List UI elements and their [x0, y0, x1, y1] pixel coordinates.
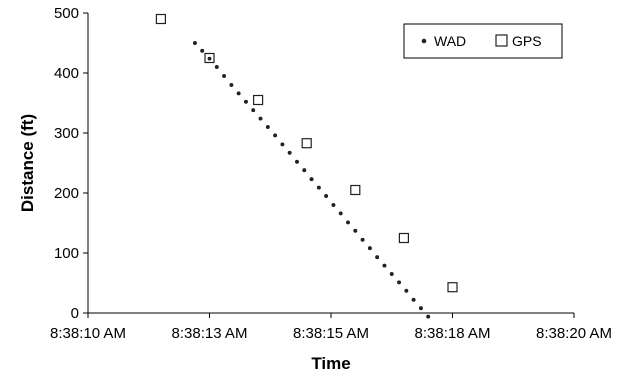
wad-point: [295, 159, 299, 164]
wad-point: [324, 194, 329, 198]
wad-point: [346, 220, 350, 225]
gps-point: [253, 94, 264, 106]
legend-box: [403, 23, 563, 59]
wad-point: [222, 74, 226, 78]
gps-point: [350, 184, 361, 196]
wad-point: [375, 255, 380, 260]
x-tick-label: 8:38:10 AM: [50, 325, 126, 342]
y-tick-label: 200: [54, 185, 79, 202]
wad-point: [214, 65, 219, 69]
wad-point: [193, 41, 197, 45]
wad-point: [426, 314, 431, 319]
wad-point: [367, 246, 372, 251]
wad-point: [353, 228, 358, 233]
gps-point: [447, 282, 458, 293]
wad-point: [382, 263, 387, 268]
x-tick-label: 8:38:15 AM: [293, 325, 369, 342]
wad-point: [200, 48, 205, 53]
legend-wad-marker: [421, 38, 427, 44]
legend-gps-marker: [495, 34, 508, 47]
y-axis-title: Distance (ft): [18, 114, 37, 212]
wad-point: [360, 237, 365, 242]
wad-point: [207, 56, 212, 61]
wad-point: [404, 288, 409, 293]
wad-point: [331, 203, 336, 207]
wad-point: [251, 108, 256, 113]
wad-point: [397, 280, 401, 285]
y-axis-ticks: 0 100 200 300 400 500: [54, 5, 88, 322]
y-tick-label: 100: [54, 245, 79, 262]
wad-point: [411, 297, 416, 302]
wad-point: [302, 168, 307, 173]
x-tick-label: 8:38:13 AM: [172, 325, 248, 342]
wad-point: [338, 211, 343, 216]
gps-point: [301, 138, 312, 149]
x-tick-label: 8:38:20 AM: [536, 325, 612, 342]
y-tick-label: 400: [54, 65, 79, 82]
legend-gps-label: GPS: [512, 33, 542, 49]
legend-wad-label: WAD: [434, 33, 466, 49]
wad-point: [236, 91, 241, 96]
wad-point: [280, 142, 285, 147]
wad-point: [273, 133, 278, 138]
wad-point: [419, 306, 423, 311]
x-axis-title: Time: [311, 354, 350, 373]
x-tick-label: 8:38:18 AM: [415, 325, 491, 342]
y-tick-label: 300: [54, 125, 79, 142]
data-marks: [155, 13, 458, 319]
wad-point: [265, 125, 270, 129]
wad-point: [258, 116, 263, 121]
x-axis-ticks: 8:38:10 AM 8:38:13 AM 8:38:15 AM 8:38:18 AM…: [50, 313, 612, 342]
gps-point: [398, 232, 409, 244]
wad-point: [244, 99, 248, 104]
wad-point: [389, 272, 394, 276]
wad-point: [309, 177, 314, 182]
legend: WAD GPS: [403, 23, 563, 59]
wad-point: [316, 185, 321, 190]
gps-point: [155, 13, 166, 25]
wad-point: [229, 83, 234, 87]
wad-point: [287, 150, 292, 155]
y-tick-label: 500: [54, 5, 79, 22]
y-tick-label: 0: [71, 305, 79, 322]
